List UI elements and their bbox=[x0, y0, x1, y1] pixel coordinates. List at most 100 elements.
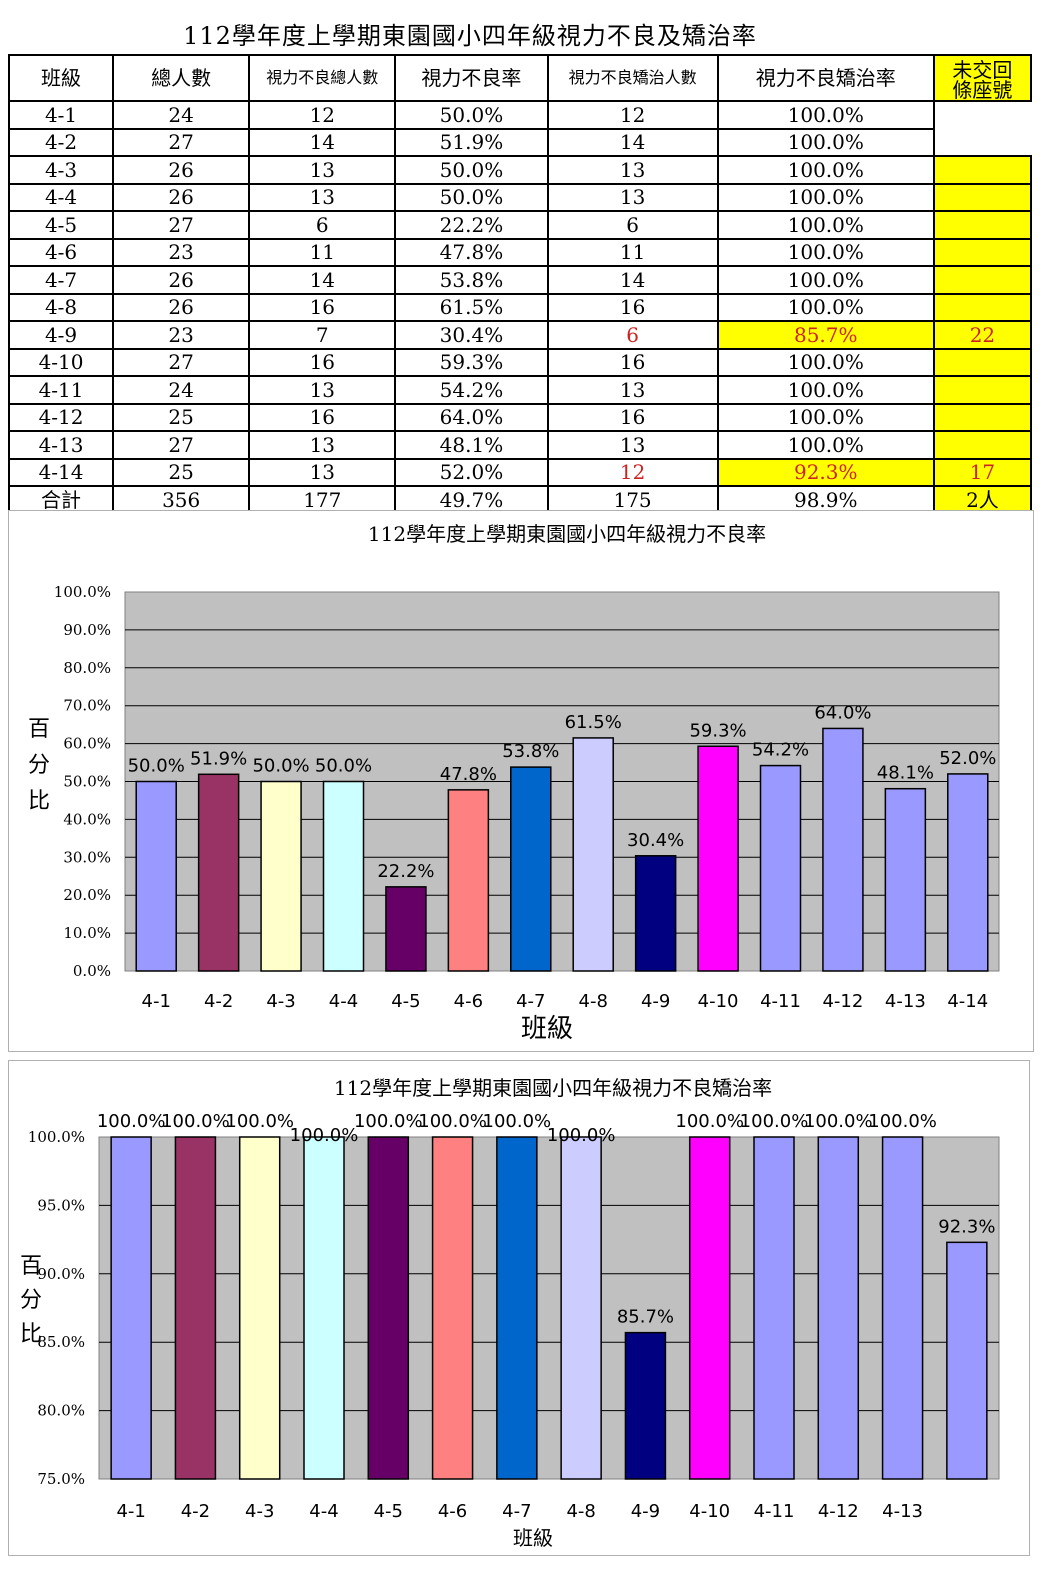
x-category-label: 4-1 bbox=[142, 991, 171, 1012]
data-label: 100.0% bbox=[483, 1111, 552, 1132]
table-row: 4-7 26 14 53.8% 14 100.0% bbox=[7, 265, 1033, 295]
x-category-label: 4-7 bbox=[516, 991, 545, 1012]
cell-treated-count: 11 bbox=[546, 237, 719, 267]
y-tick-label: 70.0% bbox=[63, 697, 111, 715]
bar-4-3 bbox=[238, 1136, 281, 1480]
cell-treat-rate: 92.3% bbox=[716, 457, 935, 487]
cell-missing-seat bbox=[932, 155, 1033, 185]
cell-poor-count: 16 bbox=[248, 347, 397, 377]
total-cell-poor-rate: 49.7% bbox=[394, 485, 549, 515]
x-category-label: 4-12 bbox=[822, 991, 863, 1012]
cell-poor-count: 7 bbox=[248, 320, 397, 350]
data-label: 59.3% bbox=[689, 720, 746, 741]
x-category-label: 4-5 bbox=[391, 991, 420, 1012]
cell-class: 4-2 bbox=[7, 127, 115, 157]
cell-treated-count: 16 bbox=[546, 347, 719, 377]
data-label: 48.1% bbox=[877, 763, 934, 784]
x-category-label: 4-1 bbox=[116, 1501, 145, 1522]
y-tick-label: 90.0% bbox=[37, 1265, 85, 1283]
cell-poor-rate: 53.8% bbox=[394, 265, 549, 295]
cell-poor-rate: 52.0% bbox=[394, 457, 549, 487]
cell-class: 4-7 bbox=[7, 265, 115, 295]
data-label: 100.0% bbox=[547, 1125, 616, 1146]
cell-treat-rate: 100.0% bbox=[716, 347, 935, 377]
bar-4-12 bbox=[817, 1136, 860, 1480]
cell-total: 27 bbox=[112, 347, 251, 377]
header-missing-seat: 未交回 條座號 bbox=[932, 54, 1033, 102]
cell-poor-rate: 51.9% bbox=[394, 127, 549, 157]
cell-class: 4-12 bbox=[7, 402, 115, 432]
y-axis-label-char: 百 bbox=[28, 717, 50, 742]
y-tick-label: 80.0% bbox=[63, 659, 111, 677]
cell-treat-rate: 100.0% bbox=[716, 430, 935, 460]
data-label: 100.0% bbox=[868, 1111, 937, 1132]
table-header-row: 班級 總人數 視力不良總人數 視力不良率 視力不良矯治人數 視力不良矯治率 未交… bbox=[7, 54, 1033, 102]
x-category-label: 4-12 bbox=[818, 1501, 859, 1522]
x-axis-label: 班級 bbox=[513, 1526, 553, 1550]
header-total: 總人數 bbox=[112, 54, 251, 102]
bar-4-8 bbox=[572, 737, 614, 972]
data-label: 85.7% bbox=[617, 1307, 674, 1328]
data-label: 100.0% bbox=[290, 1125, 359, 1146]
bar-4-11 bbox=[759, 764, 802, 972]
bar-4-4 bbox=[303, 1136, 345, 1480]
total-cell-missing-seat: 2人 bbox=[932, 485, 1033, 515]
cell-total: 23 bbox=[112, 320, 251, 350]
cell-poor-rate: 50.0% bbox=[394, 100, 549, 130]
cell-poor-rate: 50.0% bbox=[394, 182, 549, 212]
data-label: 100.0% bbox=[804, 1111, 873, 1132]
y-tick-label: 40.0% bbox=[63, 810, 111, 828]
table-body: 4-1 24 12 50.0% 12 100.0% 4-2 27 14 51.9% 14 100.0%… bbox=[7, 100, 1033, 515]
bar-4-1 bbox=[135, 780, 177, 972]
cell-treated-count: 13 bbox=[546, 375, 719, 405]
data-label: 100.0% bbox=[161, 1111, 230, 1132]
table-row: 4-4 26 13 50.0% 13 100.0% bbox=[7, 182, 1033, 212]
y-tick-label: 75.0% bbox=[37, 1470, 85, 1488]
bar-4-10 bbox=[688, 1136, 731, 1480]
bar-4-2 bbox=[174, 1136, 217, 1480]
cell-poor-rate: 54.2% bbox=[394, 375, 549, 405]
data-label: 100.0% bbox=[418, 1111, 487, 1132]
cell-class: 4-1 bbox=[7, 100, 115, 130]
x-category-label: 4-9 bbox=[631, 1501, 660, 1522]
cell-missing-seat: 17 bbox=[932, 457, 1033, 487]
cell-missing-seat bbox=[932, 430, 1033, 460]
data-label: 53.8% bbox=[502, 741, 559, 762]
cell-treat-rate: 100.0% bbox=[716, 402, 935, 432]
cell-poor-rate: 30.4% bbox=[394, 320, 549, 350]
cell-class: 4-3 bbox=[7, 155, 115, 185]
data-label: 64.0% bbox=[814, 702, 871, 723]
x-category-label: 4-2 bbox=[181, 1501, 210, 1522]
cell-treated-count: 14 bbox=[546, 265, 719, 295]
bar-4-2 bbox=[197, 773, 240, 972]
cell-missing-seat bbox=[932, 265, 1033, 295]
cell-poor-rate: 59.3% bbox=[394, 347, 549, 377]
cell-poor-rate: 61.5% bbox=[394, 292, 549, 322]
bar-4-13 bbox=[881, 1136, 924, 1480]
cell-total: 25 bbox=[112, 457, 251, 487]
x-category-label: 4-4 bbox=[309, 1501, 338, 1522]
cell-treated-count: 12 bbox=[546, 100, 719, 130]
cell-treated-count: 6 bbox=[546, 320, 719, 350]
cell-poor-count: 13 bbox=[248, 182, 397, 212]
chart-panel-poor-rate: 112學年度上學期東園國小四年級視力不良率 0.0% 10.0% 20.0% 30.0%… bbox=[8, 510, 1034, 1052]
y-tick-label: 85.0% bbox=[37, 1333, 85, 1351]
header-missing-line2: 條座號 bbox=[952, 78, 1013, 102]
bar-4-4 bbox=[322, 780, 365, 972]
y-tick-label: 80.0% bbox=[37, 1402, 85, 1420]
bar-4-6 bbox=[431, 1136, 474, 1480]
y-axis-label-char: 分 bbox=[28, 753, 50, 778]
table-total-row: 合計 356 177 49.7% 175 98.9% 2人 bbox=[7, 485, 1033, 515]
data-label: 100.0% bbox=[225, 1111, 294, 1132]
cell-poor-count: 13 bbox=[248, 457, 397, 487]
data-label: 100.0% bbox=[97, 1111, 166, 1132]
table-row: 4-8 26 16 61.5% 16 100.0% bbox=[7, 292, 1033, 322]
x-category-label: 4-6 bbox=[454, 991, 483, 1012]
chart-title: 112學年度上學期東園國小四年級視力不良矯治率 bbox=[334, 1076, 772, 1100]
table-row: 4-1 24 12 50.0% 12 100.0% bbox=[7, 100, 1031, 130]
y-axis-label-char: 百 bbox=[20, 1254, 42, 1279]
y-tick-label: 0.0% bbox=[73, 962, 111, 980]
bar-4-12 bbox=[822, 727, 864, 972]
cell-poor-count: 13 bbox=[248, 375, 397, 405]
treat-rate-chart: 112學年度上學期東園國小四年級視力不良矯治率 75.0% 80.0% 85.0% 90… bbox=[20, 1076, 1000, 1550]
